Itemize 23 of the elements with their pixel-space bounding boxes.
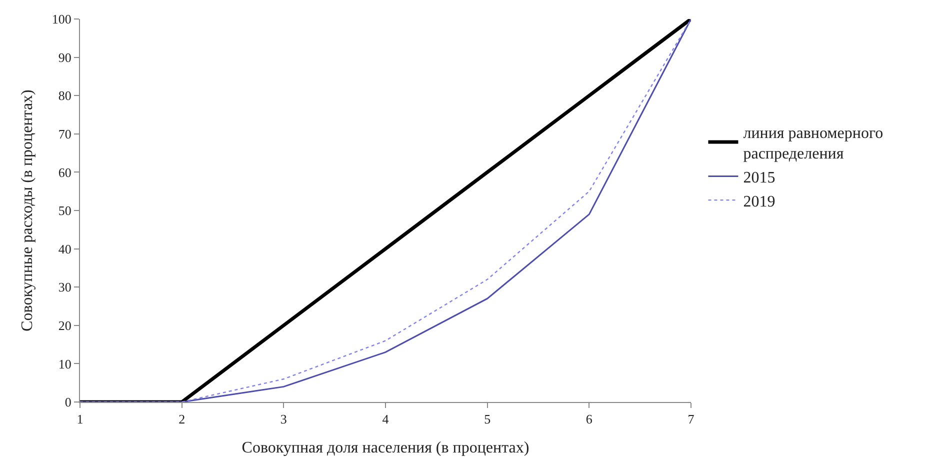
y-tick-label: 60 [58,164,72,180]
x-tick-label: 6 [586,412,593,427]
y-tick-label: 30 [58,280,72,295]
y-tick-label: 0 [64,394,72,410]
y-tick-label: 50 [58,203,72,218]
legend-label: 2015 [743,169,776,186]
y-tick-label: 20 [58,318,72,333]
y-tick-label: 40 [58,241,72,256]
y-axis-title: Совокупные расходы (в процентах) [18,90,36,332]
y-tick-label: 10 [58,356,72,372]
x-tick-label: 2 [178,412,186,427]
y-tick-label: 80 [58,88,72,104]
legend-label: 2019 [743,193,776,210]
x-tick-label: 3 [280,412,287,427]
x-axis-title: Совокупная доля населения (в процентах) [242,439,530,456]
x-tick-label: 7 [688,412,695,427]
x-tick-label: 4 [382,412,390,427]
x-tick-label: 1 [76,412,84,427]
legend-label: линия равномерного распределения [743,124,884,163]
x-tick-label: 5 [484,412,491,427]
y-tick-label: 70 [58,126,72,142]
y-tick-label: 90 [58,50,72,65]
y-tick-label: 100 [52,12,72,27]
